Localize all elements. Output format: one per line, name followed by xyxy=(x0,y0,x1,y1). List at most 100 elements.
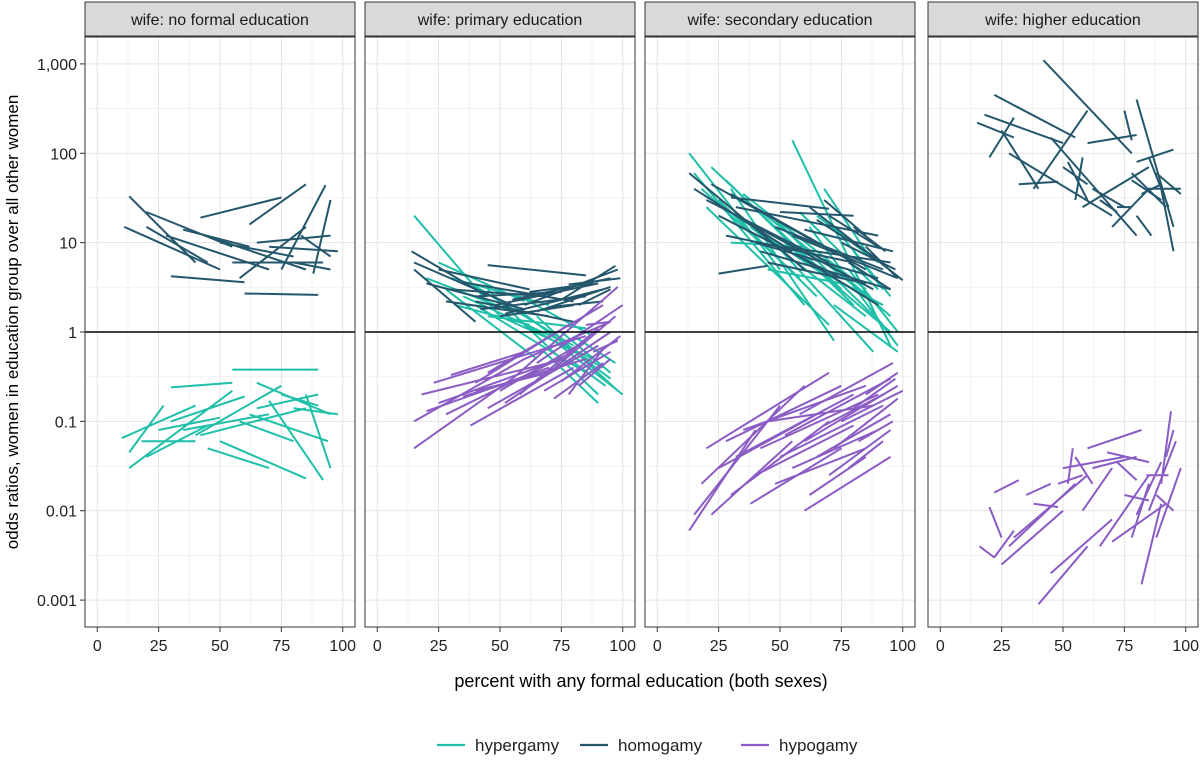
line-segment-homogamy xyxy=(865,245,899,279)
line-segment-hypogamy xyxy=(1098,474,1150,547)
legend-label: hypogamy xyxy=(779,736,858,755)
line-segment-homogamy xyxy=(200,196,282,219)
line-segment-homogamy xyxy=(828,214,879,248)
line-segment-homogamy xyxy=(256,234,331,244)
line-segment-hypogamy xyxy=(759,393,879,450)
line-segment-hypergamy xyxy=(293,407,338,416)
line-segment-homogamy xyxy=(760,250,891,291)
series-homogamy xyxy=(411,250,621,323)
line-segment-hypergamy xyxy=(445,288,538,360)
line-segment-homogamy xyxy=(976,121,1015,139)
line-segment-hypogamy xyxy=(816,413,892,458)
facet-title: wife: no formal education xyxy=(130,12,309,29)
line-segment-hypogamy xyxy=(988,506,1003,538)
y-axis-label: odds ratios, women in education group ov… xyxy=(3,95,22,550)
line-segment-homogamy xyxy=(244,292,319,296)
line-segment-hypergamy xyxy=(268,400,324,481)
line-segment-hypogamy xyxy=(592,339,619,353)
line-segment-homogamy xyxy=(1131,179,1162,201)
legend-item-homogamy: homogamy xyxy=(580,736,703,755)
line-segment-hypogamy xyxy=(1155,494,1175,512)
line-segment-homogamy xyxy=(293,261,331,271)
line-segment-hypergamy xyxy=(170,395,245,423)
line-segment-homogamy xyxy=(1092,187,1125,208)
facet-panel-2: wife: primary education 0 25 50 75 100 xyxy=(364,1,636,655)
y-tick-label: 10 xyxy=(59,236,77,253)
line-segment-hypogamy xyxy=(1074,456,1094,485)
line-segment-hypogamy xyxy=(1135,461,1163,516)
series-hypogamy xyxy=(978,411,1182,605)
line-segment-hypogamy xyxy=(1116,461,1138,481)
line-segment-hypogamy xyxy=(774,447,867,485)
x-tick-label: 75 xyxy=(552,638,570,655)
x-tick-label: 0 xyxy=(936,638,945,655)
line-segment-homogamy xyxy=(487,264,587,277)
line-segment-hypogamy xyxy=(1165,429,1175,458)
line-segment-homogamy xyxy=(1099,199,1118,213)
x-tick-label: 75 xyxy=(832,638,850,655)
line-segment-hypogamy xyxy=(577,358,612,387)
line-segment-hypogamy xyxy=(1081,467,1113,512)
line-segment-hypogamy xyxy=(978,545,995,559)
line-segment-homogamy xyxy=(504,288,604,315)
facet-title: wife: higher education xyxy=(984,12,1141,29)
line-segment-hypogamy xyxy=(1140,503,1163,585)
legend-item-hypogamy: hypogamy xyxy=(741,736,858,755)
series-hypergamy xyxy=(121,368,338,481)
y-tick-label: 100 xyxy=(50,146,77,163)
line-segment-hypergamy xyxy=(833,304,899,353)
line-segment-hypergamy xyxy=(568,358,607,387)
line-segment-hypergamy xyxy=(717,199,818,298)
line-segment-hypogamy xyxy=(730,420,830,496)
line-segment-hypergamy xyxy=(170,381,233,389)
facet-panel-3: wife: secondary education 0 25 50 75 100 xyxy=(644,1,916,655)
line-segment-hypogamy xyxy=(1000,509,1064,566)
x-tick-label: 25 xyxy=(430,638,448,655)
line-segment-homogamy xyxy=(823,199,867,237)
line-segment-homogamy xyxy=(1135,215,1153,237)
line-segment-homogamy xyxy=(170,275,245,284)
x-tick-label: 0 xyxy=(373,638,382,655)
line-segment-hypogamy xyxy=(848,440,884,469)
x-tick-label: 25 xyxy=(993,638,1011,655)
line-segment-hypergamy xyxy=(219,440,307,480)
line-segment-hypogamy xyxy=(755,424,855,477)
facet-strip xyxy=(644,1,916,37)
line-segment-hypergamy xyxy=(705,206,830,326)
x-tick-label: 50 xyxy=(491,638,509,655)
line-segment-homogamy xyxy=(718,264,768,275)
line-segment-homogamy xyxy=(123,225,221,271)
line-segment-hypogamy xyxy=(470,366,575,427)
line-segment-homogamy xyxy=(1087,134,1137,145)
line-segment-homogamy xyxy=(463,281,574,303)
line-segment-hypogamy xyxy=(993,530,1015,559)
line-segment-homogamy xyxy=(578,288,611,306)
line-segment-hypogamy xyxy=(1025,482,1052,496)
line-segment-hypogamy xyxy=(1106,451,1150,464)
line-segment-hypogamy xyxy=(1155,467,1182,538)
line-segment-hypergamy xyxy=(573,335,616,364)
line-segment-homogamy xyxy=(413,268,477,323)
y-tick-label: 0.1 xyxy=(55,414,77,431)
line-segment-hypogamy xyxy=(543,350,612,392)
line-segment-hypogamy xyxy=(840,389,904,423)
x-tick-label: 50 xyxy=(771,638,789,655)
legend-label: homogamy xyxy=(618,736,703,755)
y-tick-label: 1 xyxy=(68,325,77,342)
line-segment-homogamy xyxy=(799,255,879,306)
line-segment-hypogamy xyxy=(421,362,550,396)
line-segment-hypogamy xyxy=(833,397,899,450)
line-segment-hypogamy xyxy=(1062,455,1125,470)
facet-title: wife: secondary education xyxy=(687,12,873,29)
line-segment-homogamy xyxy=(774,225,884,271)
line-segment-hypogamy xyxy=(1037,545,1089,605)
line-segment-hypogamy xyxy=(828,429,892,477)
line-segment-homogamy xyxy=(1049,136,1138,237)
line-segment-hypogamy xyxy=(710,440,793,516)
line-segment-hypergamy xyxy=(281,393,319,407)
line-segment-hypergamy xyxy=(200,407,307,437)
line-segment-hypergamy xyxy=(798,211,879,291)
line-segment-hypergamy xyxy=(256,393,319,410)
